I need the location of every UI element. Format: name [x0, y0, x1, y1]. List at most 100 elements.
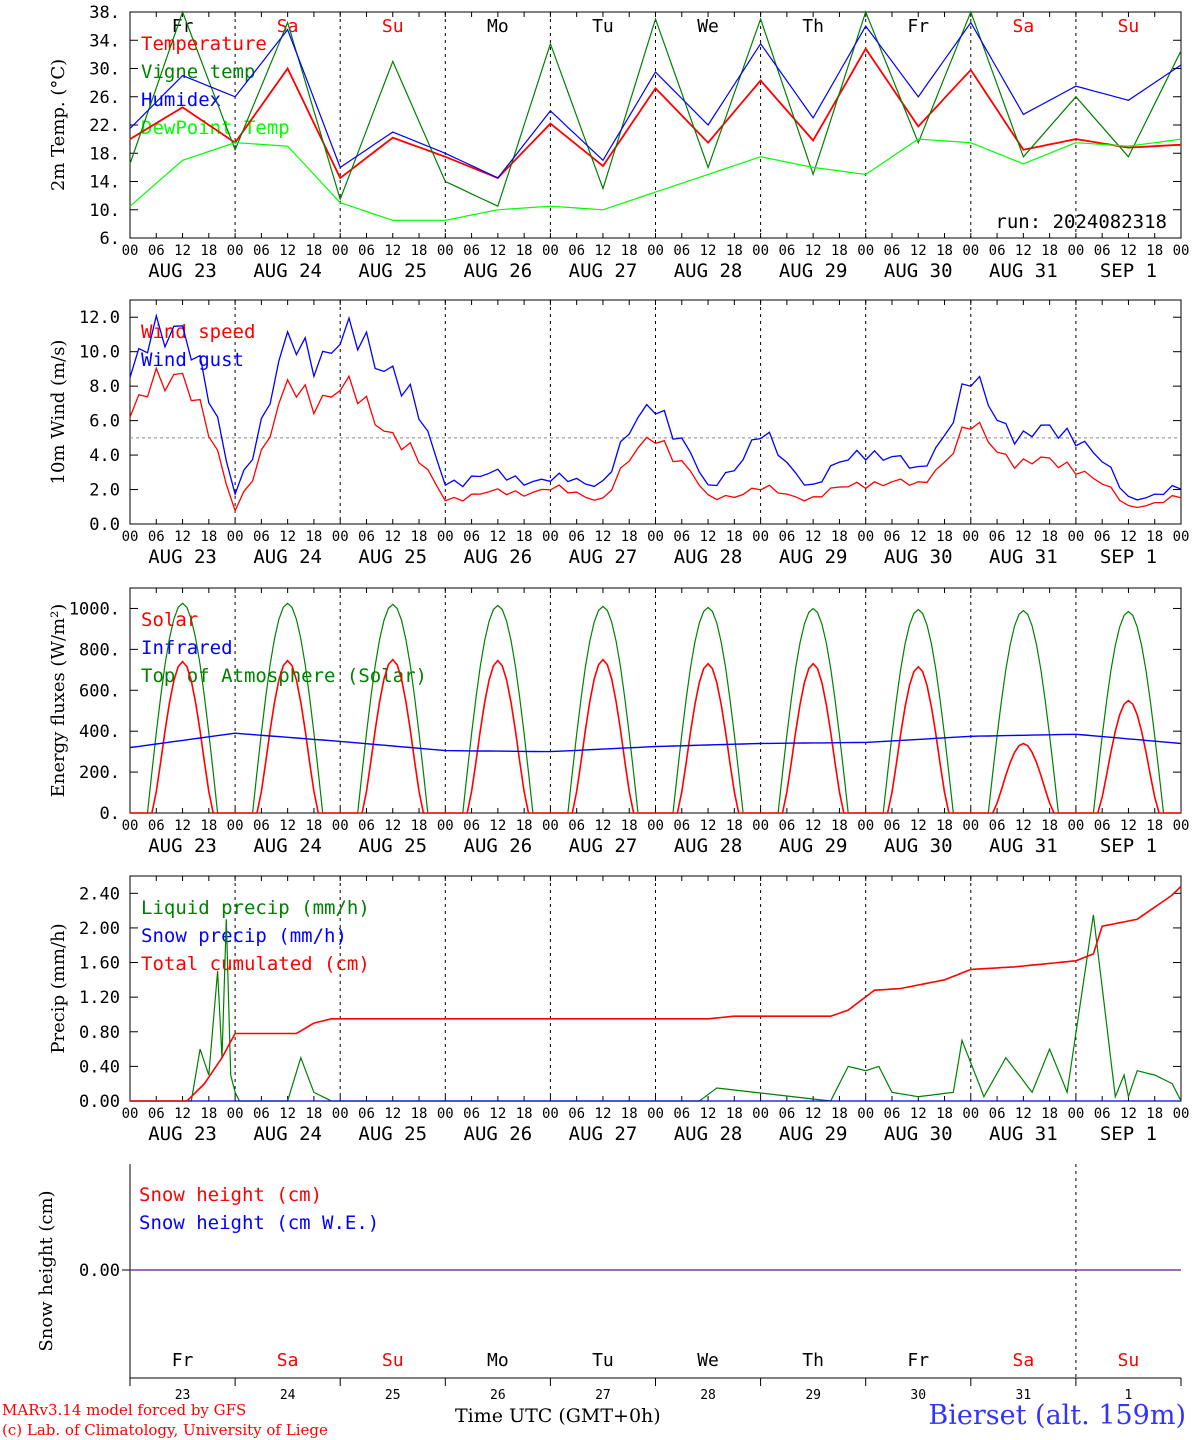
hour-tick-label: 00: [227, 243, 244, 259]
hour-tick-label: 06: [989, 1106, 1006, 1122]
hour-tick-label: 18: [1041, 818, 1058, 834]
series-line: [129, 10, 1182, 208]
hour-tick-label: 06: [568, 1106, 585, 1122]
hour-tick-label: 18: [200, 1106, 217, 1122]
hour-tick-label: 18: [411, 1106, 428, 1122]
day-name: Th: [802, 16, 824, 37]
hour-tick-label: 12: [279, 1106, 296, 1122]
hour-tick-label: 12: [910, 1106, 927, 1122]
hour-tick-label: 06: [568, 818, 585, 834]
hour-tick-label: 12: [384, 529, 401, 545]
hour-tick-label: 06: [463, 529, 480, 545]
date-label: AUG 30: [884, 546, 953, 568]
day-name: Sa: [277, 1350, 299, 1371]
hour-tick-label: 18: [621, 1106, 638, 1122]
hour-tick-label: 18: [726, 243, 743, 259]
hour-tick-label: 00: [332, 1106, 349, 1122]
y-tick-label: 200.: [79, 763, 120, 783]
y-tick-label: 2.0: [89, 481, 120, 501]
date-label: AUG 31: [989, 1123, 1058, 1145]
day-number: 27: [595, 1388, 611, 1403]
x-axis-label: Time UTC (GMT+0h): [455, 1405, 661, 1427]
y-tick-label: 38.: [89, 3, 120, 23]
hour-tick-label: 12: [805, 529, 822, 545]
hour-tick-label: 06: [989, 529, 1006, 545]
date-label: AUG 26: [464, 1123, 533, 1145]
date-label: AUG 29: [779, 835, 848, 857]
hour-tick-label: 00: [857, 1106, 874, 1122]
hour-tick-label: 18: [621, 243, 638, 259]
hour-tick-label: 12: [489, 1106, 506, 1122]
hour-tick-label: 12: [279, 243, 296, 259]
hour-tick-label: 00: [857, 529, 874, 545]
hour-tick-label: 12: [489, 818, 506, 834]
model-credit: MARv3.14 model forced by GFS: [2, 1401, 247, 1419]
hour-tick-label: 00: [542, 529, 559, 545]
y-tick-label: 800.: [79, 640, 120, 660]
hour-tick-label: 18: [516, 818, 533, 834]
hour-tick-label: 00: [227, 818, 244, 834]
hour-tick-label: 12: [174, 243, 191, 259]
legend-entry: DewPoint Temp: [141, 117, 290, 139]
hour-tick-label: 18: [621, 818, 638, 834]
y-tick-label: 12.0: [79, 308, 120, 328]
hour-tick-label: 06: [778, 529, 795, 545]
date-label: AUG 28: [674, 835, 743, 857]
hour-tick-label: 12: [595, 1106, 612, 1122]
hour-tick-label: 06: [358, 243, 375, 259]
hour-tick-label: 12: [595, 529, 612, 545]
date-label: SEP 1: [1100, 835, 1157, 857]
hour-tick-label: 18: [831, 243, 848, 259]
date-label: AUG 30: [884, 835, 953, 857]
hour-tick-label: 06: [673, 1106, 690, 1122]
legend-entry: Infrared: [141, 637, 233, 659]
panel-5: 0.00 Snow height (cm) Snow height (cm) Snow…: [36, 1164, 1182, 1403]
date-label: AUG 27: [569, 546, 638, 568]
hour-tick-label: 00: [1173, 1106, 1190, 1122]
day-name: Fr: [172, 1350, 194, 1371]
date-label: AUG 27: [569, 1123, 638, 1145]
hour-tick-label: 00: [542, 818, 559, 834]
date-label: AUG 23: [148, 260, 217, 282]
y-tick-label: 34.: [89, 31, 120, 51]
date-label: AUG 29: [779, 546, 848, 568]
hour-tick-label: 06: [148, 1106, 165, 1122]
day-name: Fr: [907, 1350, 929, 1371]
hour-tick-label: 12: [805, 818, 822, 834]
hour-tick-label: 06: [884, 243, 901, 259]
hour-tick-label: 18: [1146, 818, 1163, 834]
date-label: AUG 23: [148, 546, 217, 568]
hour-tick-label: 00: [647, 1106, 664, 1122]
day-name: Fr: [907, 16, 929, 37]
hour-tick-label: 06: [358, 818, 375, 834]
hour-tick-label: 18: [516, 529, 533, 545]
hour-tick-label: 06: [673, 243, 690, 259]
hour-tick-label: 00: [437, 818, 454, 834]
hour-tick-label: 12: [174, 1106, 191, 1122]
day-number: 30: [910, 1388, 926, 1403]
panel-3: 0. 200. 400. 600. 800. 1000.Energy fluxes (W/…: [48, 587, 1189, 857]
hour-tick-label: 12: [595, 818, 612, 834]
hour-tick-label: 18: [936, 1106, 953, 1122]
day-number: 23: [175, 1388, 191, 1403]
day-name: Tu: [592, 16, 614, 37]
y-tick-label: 4.0: [89, 446, 120, 466]
hour-tick-label: 06: [989, 243, 1006, 259]
hour-tick-label: 00: [647, 818, 664, 834]
date-label: AUG 28: [674, 260, 743, 282]
hour-tick-label: 12: [1120, 243, 1137, 259]
hour-tick-label: 12: [700, 529, 717, 545]
hour-tick-label: 18: [305, 243, 322, 259]
y-tick-label: 10.: [89, 201, 120, 221]
date-label: AUG 24: [253, 835, 322, 857]
day-number: 29: [805, 1388, 821, 1403]
legend-entry: Snow height (cm W.E.): [139, 1212, 379, 1234]
station-name: Bierset (alt. 159m): [928, 1400, 1186, 1431]
hour-tick-label: 18: [726, 529, 743, 545]
day-number: 26: [490, 1388, 506, 1403]
hour-tick-label: 06: [463, 1106, 480, 1122]
y-tick-label: 400.: [79, 722, 120, 742]
hour-tick-label: 00: [752, 243, 769, 259]
hour-tick-label: 00: [752, 1106, 769, 1122]
hour-tick-label: 00: [122, 529, 139, 545]
